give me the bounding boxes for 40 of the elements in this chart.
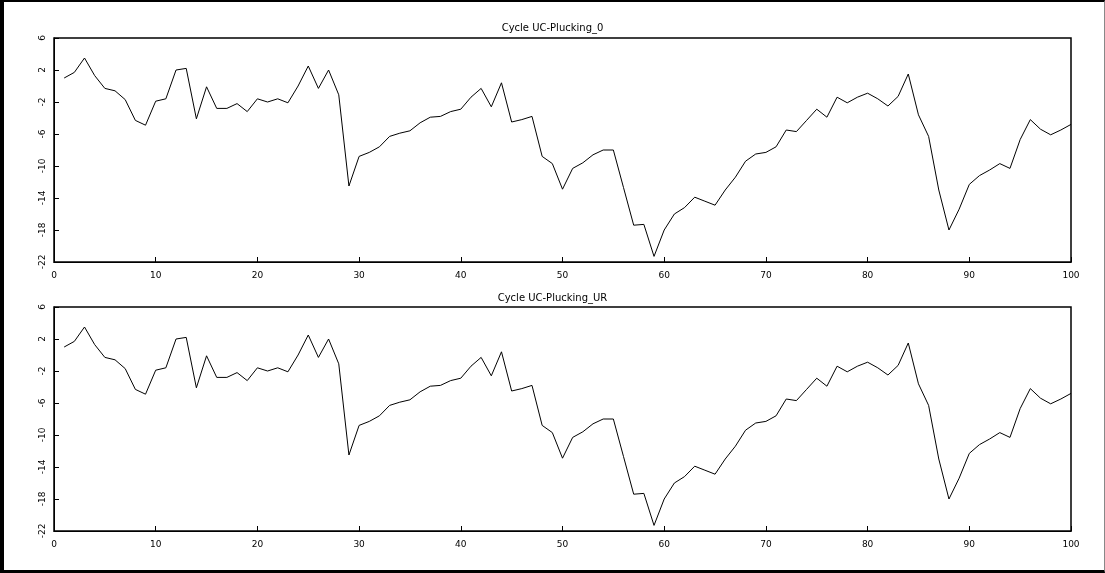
x-tick-label: 0 <box>51 538 58 549</box>
y-tick-label: -10 <box>36 158 47 174</box>
x-tick-label: 0 <box>51 269 58 280</box>
x-tick-label: 80 <box>861 269 874 280</box>
x-tick-label: 40 <box>455 538 467 549</box>
y-tick-label: -14 <box>36 459 47 475</box>
y-tick-label: -18 <box>36 222 47 238</box>
x-tick-label: 80 <box>861 538 874 549</box>
chart-title: Cycle UC-Plucking_0 <box>501 21 604 34</box>
x-tick-label: 90 <box>963 538 976 549</box>
chart-title: Cycle UC-Plucking_UR <box>497 291 608 304</box>
y-tick-label: -6 <box>36 129 47 139</box>
x-tick-label: 50 <box>556 269 569 280</box>
x-tick-label: 10 <box>149 538 162 549</box>
x-tick-label: 20 <box>251 269 264 280</box>
x-tick-label: 30 <box>353 269 366 280</box>
y-tick-label: -6 <box>36 398 47 408</box>
x-tick-label: 60 <box>658 538 671 549</box>
x-tick-label: 40 <box>455 269 467 280</box>
y-tick-label: -2 <box>36 97 47 107</box>
y-tick-label: -10 <box>36 427 47 443</box>
y-tick-label: -18 <box>36 491 47 507</box>
y-tick-label: -14 <box>36 190 47 206</box>
y-tick-label: -22 <box>36 254 47 270</box>
y-tick-label: 6 <box>36 34 47 41</box>
x-tick-label: 100 <box>1062 538 1080 549</box>
x-tick-label: 30 <box>353 538 366 549</box>
x-tick-label: 90 <box>963 269 976 280</box>
x-tick-label: 70 <box>760 269 772 280</box>
x-tick-label: 50 <box>556 538 569 549</box>
y-tick-label: 2 <box>36 336 47 342</box>
x-tick-label: 70 <box>760 538 772 549</box>
y-tick-label: -2 <box>36 366 47 376</box>
x-tick-label: 20 <box>251 538 264 549</box>
y-tick-label: -22 <box>36 523 47 539</box>
x-tick-label: 60 <box>658 269 671 280</box>
x-tick-label: 100 <box>1062 269 1080 280</box>
y-tick-label: 2 <box>36 67 47 73</box>
x-tick-label: 10 <box>149 269 162 280</box>
y-tick-label: 6 <box>36 303 47 310</box>
